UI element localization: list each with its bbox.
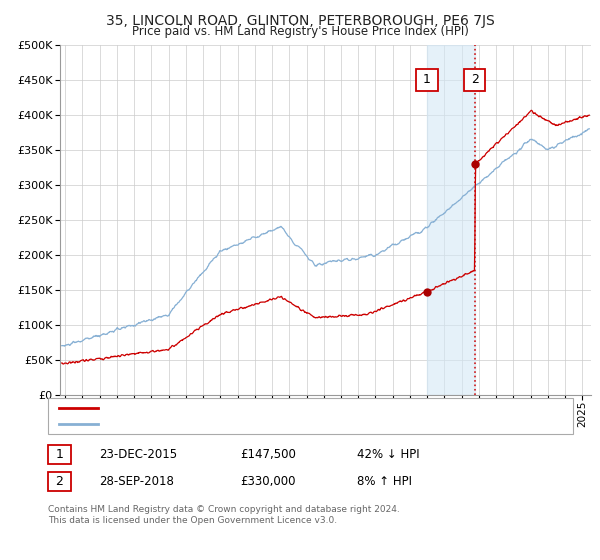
Text: HPI: Average price, detached house, City of Peterborough: HPI: Average price, detached house, City… [105,419,392,429]
Text: 28-SEP-2018: 28-SEP-2018 [99,475,174,488]
Text: Price paid vs. HM Land Registry's House Price Index (HPI): Price paid vs. HM Land Registry's House … [131,25,469,38]
Text: £147,500: £147,500 [240,448,296,461]
Text: 23-DEC-2015: 23-DEC-2015 [99,448,177,461]
Text: 42% ↓ HPI: 42% ↓ HPI [357,448,419,461]
Text: 35, LINCOLN ROAD, GLINTON, PETERBOROUGH, PE6 7JS (detached house): 35, LINCOLN ROAD, GLINTON, PETERBOROUGH,… [105,403,475,413]
Text: 2: 2 [470,73,479,86]
Text: 35, LINCOLN ROAD, GLINTON, PETERBOROUGH, PE6 7JS: 35, LINCOLN ROAD, GLINTON, PETERBOROUGH,… [106,14,494,28]
Text: 1: 1 [55,448,64,461]
Bar [427,45,475,395]
Text: 8% ↑ HPI: 8% ↑ HPI [357,475,412,488]
Text: Contains HM Land Registry data © Crown copyright and database right 2024.
This d: Contains HM Land Registry data © Crown c… [48,505,400,525]
Text: 2: 2 [55,475,64,488]
Text: £330,000: £330,000 [240,475,296,488]
Text: 1: 1 [423,73,431,86]
